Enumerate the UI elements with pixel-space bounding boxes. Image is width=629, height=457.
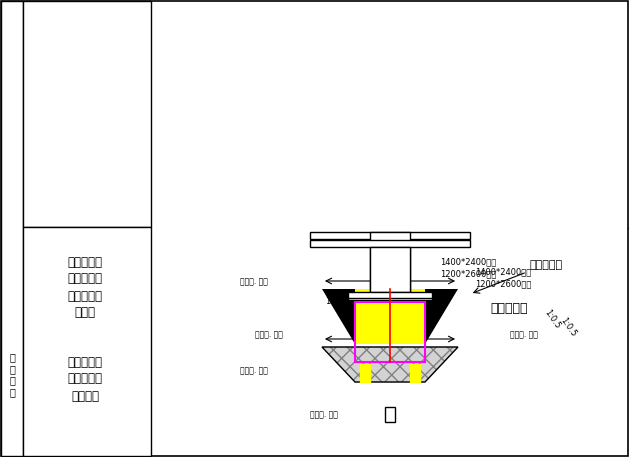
Text: 施
工
程
序: 施 工 程 序 — [9, 352, 15, 397]
Bar — [360, 364, 370, 382]
Bar — [348, 292, 432, 298]
Text: 1200*2600大梁: 1200*2600大梁 — [475, 280, 532, 288]
Text: 路槽上. 基床: 路槽上. 基床 — [310, 410, 338, 419]
Polygon shape — [425, 289, 458, 344]
Polygon shape — [355, 289, 425, 344]
Text: 1:0.5: 1:0.5 — [559, 316, 578, 338]
Text: 无承台处断: 无承台处断 — [67, 356, 103, 368]
Text: 1400*2400大梁: 1400*2400大梁 — [440, 257, 496, 266]
Bar — [23, 227, 151, 456]
Polygon shape — [425, 289, 545, 364]
Text: 砂石混合料: 砂石混合料 — [490, 303, 528, 315]
Text: 承台、立柱: 承台、立柱 — [67, 255, 103, 269]
Polygon shape — [322, 347, 458, 382]
Text: 图（未回填: 图（未回填 — [67, 289, 103, 303]
Bar — [385, 407, 395, 422]
Bar — [370, 232, 410, 294]
Polygon shape — [235, 289, 355, 364]
Text: 面图（未回: 面图（未回 — [67, 372, 103, 386]
Polygon shape — [322, 289, 355, 344]
Polygon shape — [350, 344, 430, 364]
Text: 处换填断面: 处换填断面 — [67, 272, 103, 286]
Bar — [410, 364, 420, 382]
Text: 路槽上. 基床: 路槽上. 基床 — [510, 330, 538, 339]
Bar — [1, 1, 23, 456]
Text: 1:0.5: 1:0.5 — [542, 308, 562, 330]
Text: 1400: 1400 — [325, 298, 346, 307]
Text: 1000: 1000 — [328, 294, 349, 303]
Text: 1400*2400大梁: 1400*2400大梁 — [475, 267, 532, 276]
Bar — [348, 294, 432, 300]
Text: 填部分）: 填部分） — [71, 389, 99, 403]
Text: 路槽上. 基床: 路槽上. 基床 — [255, 330, 283, 339]
Bar — [310, 240, 470, 247]
Text: 1400: 1400 — [379, 310, 401, 319]
Bar — [370, 247, 410, 292]
Text: 3400: 3400 — [379, 268, 401, 277]
Bar — [355, 302, 425, 362]
Bar — [310, 232, 470, 239]
Text: 3400: 3400 — [379, 326, 401, 335]
Bar — [23, 1, 151, 227]
Text: 部分）: 部分） — [74, 307, 96, 319]
Text: 路槽上. 基床: 路槽上. 基床 — [240, 366, 268, 375]
Text: 路槽上. 基床: 路槽上. 基床 — [240, 277, 268, 286]
Text: 1200*2600大梁: 1200*2600大梁 — [440, 270, 496, 278]
Text: 砂石混合料: 砂石混合料 — [530, 260, 563, 270]
